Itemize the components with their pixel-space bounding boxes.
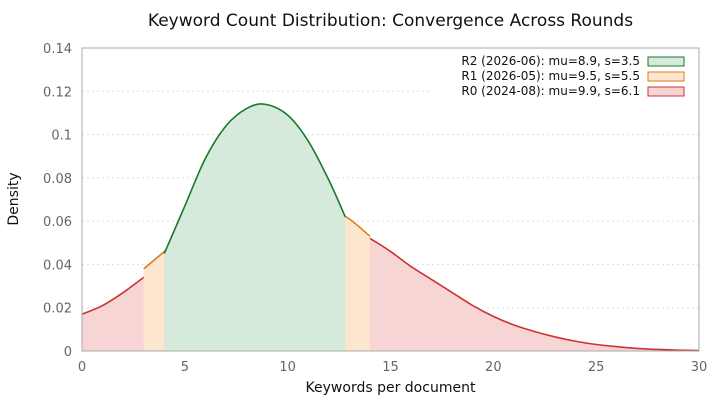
y-tick-label: 0.14 bbox=[43, 42, 72, 57]
chart-title: Keyword Count Distribution: Convergence … bbox=[148, 11, 633, 31]
x-tick-label: 10 bbox=[279, 360, 296, 375]
y-tick-label: 0.08 bbox=[43, 172, 72, 187]
y-tick-label: 0.04 bbox=[43, 258, 72, 273]
series-line bbox=[163, 103, 346, 254]
x-tick-label: 20 bbox=[485, 360, 502, 375]
y-tick-label: 0.12 bbox=[43, 85, 72, 100]
legend-label: R0 (2024-08): mu=9.9, s=6.1 bbox=[461, 84, 640, 98]
y-axis-label: Density bbox=[6, 172, 22, 225]
x-tick-label: 25 bbox=[588, 360, 605, 375]
y-tick-label: 0.02 bbox=[43, 302, 72, 317]
y-tick-labels: 0 0.02 0.04 0.06 0.08 0.1 0.12 0.14 bbox=[43, 42, 72, 360]
legend-swatch bbox=[647, 71, 685, 82]
y-tick-label: 0.06 bbox=[43, 215, 72, 230]
x-axis-label: Keywords per document bbox=[306, 380, 476, 396]
legend-swatch bbox=[647, 56, 685, 67]
plot-frame bbox=[81, 47, 700, 352]
legend-label: R1 (2026-05): mu=9.5, s=5.5 bbox=[461, 69, 640, 83]
series-areas bbox=[81, 103, 700, 352]
x-tick-label: 0 bbox=[78, 360, 86, 375]
legend-swatch bbox=[647, 86, 685, 97]
legend: R2 (2026-06): mu=8.9, s=3.5R1 (2026-05):… bbox=[430, 50, 698, 100]
x-tick-label: 15 bbox=[382, 360, 399, 375]
legend-label: R2 (2026-06): mu=8.9, s=3.5 bbox=[461, 54, 640, 68]
y-tick-label: 0.1 bbox=[51, 129, 72, 144]
series-area bbox=[164, 103, 346, 352]
x-tick-label: 30 bbox=[691, 360, 708, 375]
y-tick-label: 0 bbox=[64, 345, 72, 360]
x-tick-label: 5 bbox=[181, 360, 189, 375]
x-tick-labels: 0 5 10 15 20 25 30 bbox=[78, 360, 707, 375]
